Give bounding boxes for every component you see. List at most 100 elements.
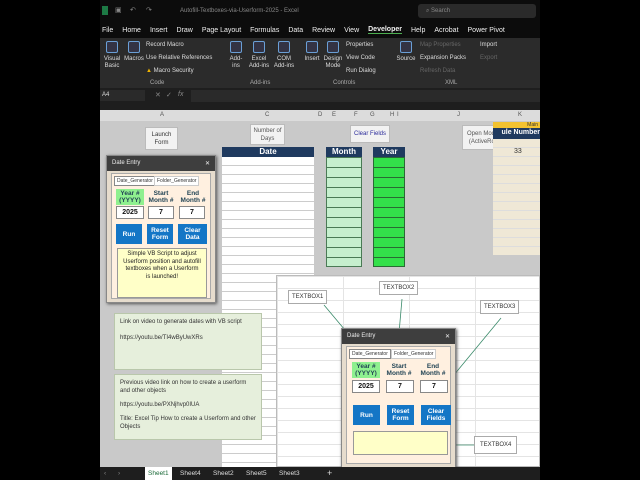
- launch-form-button[interactable]: Launch Form: [145, 127, 178, 150]
- end-month-input[interactable]: [420, 380, 448, 393]
- tab-review[interactable]: Review: [312, 26, 336, 34]
- com-add-ins-label: COM Add-ins: [273, 56, 295, 69]
- column-e[interactable]: E: [332, 112, 337, 118]
- macro-security-button[interactable]: ▲ Macro Security: [146, 68, 194, 75]
- macros-button[interactable]: Macros: [124, 41, 144, 63]
- tab-view[interactable]: View: [344, 26, 360, 34]
- add-ins-button[interactable]: Add-ins: [227, 41, 245, 70]
- column-i[interactable]: I: [397, 112, 399, 118]
- scroll-left-icon[interactable]: ‹: [104, 470, 107, 477]
- column-j[interactable]: J: [457, 112, 460, 118]
- year-input[interactable]: [352, 380, 380, 393]
- tab-acrobat[interactable]: Acrobat: [434, 26, 459, 34]
- tab-help[interactable]: Help: [410, 26, 426, 34]
- tab-folder-generator[interactable]: Folder_Generator: [391, 349, 437, 359]
- note-textbox[interactable]: Simple VB Script to adjust Userform posi…: [117, 248, 207, 298]
- sheet-tab-sheet2[interactable]: Sheet2: [213, 470, 234, 477]
- year-input[interactable]: [116, 206, 144, 219]
- year-column[interactable]: [373, 157, 405, 267]
- column-c[interactable]: C: [265, 112, 270, 118]
- expansion-packs-button[interactable]: Expansion Packs: [420, 55, 467, 61]
- date-entry-userform-annotated: Date Entry ✕ Date_Generator Folder_Genera…: [341, 328, 456, 468]
- close-icon[interactable]: ✕: [444, 334, 450, 340]
- refresh-data-button[interactable]: Refresh Data: [420, 68, 456, 74]
- reset-form-button[interactable]: Reset Form: [147, 224, 173, 244]
- clear-fields-button[interactable]: Clear Fields: [421, 405, 451, 425]
- note-1-link[interactable]: https://youtu.be/TI4wByUwXRs: [120, 335, 203, 341]
- group-code-label: Code: [150, 80, 165, 86]
- add-sheet-button[interactable]: +: [327, 468, 333, 478]
- number-of-days-button[interactable]: Number of Days: [250, 124, 285, 145]
- tab-insert[interactable]: Insert: [149, 26, 168, 34]
- clear-data-button[interactable]: Clear Data: [178, 224, 207, 244]
- column-d[interactable]: D: [318, 112, 323, 118]
- tab-file[interactable]: File: [102, 26, 114, 34]
- run-button[interactable]: Run: [116, 224, 142, 244]
- warning-icon: ▲: [146, 68, 152, 74]
- function-icon[interactable]: fx: [178, 91, 184, 98]
- tab-draw[interactable]: Draw: [176, 26, 193, 34]
- redo-icon[interactable]: ↷: [146, 7, 152, 14]
- column-f[interactable]: F: [354, 112, 358, 118]
- name-box[interactable]: A4: [100, 90, 145, 101]
- tab-date-generator[interactable]: Date_Generator: [114, 176, 156, 186]
- module-number-column[interactable]: [493, 139, 540, 255]
- sheet-tab-sheet5[interactable]: Sheet5: [246, 470, 267, 477]
- sheet-tab-sheet1[interactable]: Sheet1: [145, 467, 172, 480]
- formula-input[interactable]: [191, 90, 540, 102]
- scroll-right-icon[interactable]: ›: [118, 470, 121, 477]
- note-textbox[interactable]: [353, 431, 448, 455]
- excel-add-ins-button[interactable]: Excel Add-ins: [248, 41, 270, 70]
- column-h[interactable]: H: [390, 112, 395, 118]
- column-g[interactable]: G: [370, 112, 375, 118]
- enter-icon[interactable]: ✓: [166, 92, 172, 99]
- add-ins-icon: [230, 41, 242, 53]
- run-button[interactable]: Run: [353, 405, 380, 425]
- relative-references-button[interactable]: Use Relative References: [146, 55, 213, 61]
- sheet-tab-sheet4[interactable]: Sheet4: [180, 470, 201, 477]
- cancel-icon[interactable]: ✕: [155, 92, 161, 99]
- callout-textbox1: TEXTBOX1: [288, 290, 328, 304]
- clear-fields-button[interactable]: Clear Fields: [350, 125, 390, 143]
- insert-control-button[interactable]: Insert: [303, 41, 321, 63]
- tab-page-layout[interactable]: Page Layout: [201, 26, 242, 34]
- record-macro-button[interactable]: Record Macro: [146, 42, 184, 48]
- column-a[interactable]: A: [160, 112, 165, 118]
- add-ins-label: Add-ins: [229, 56, 243, 69]
- group-add-ins-label: Add-ins: [250, 80, 271, 86]
- source-label: Source: [396, 56, 416, 62]
- end-month-input[interactable]: [179, 206, 205, 219]
- view-code-button[interactable]: View Code: [346, 55, 375, 61]
- insert-control-label: Insert: [304, 56, 320, 62]
- start-month-input[interactable]: [386, 380, 414, 393]
- properties-button[interactable]: Properties: [346, 42, 374, 48]
- export-button[interactable]: Export: [480, 55, 498, 61]
- design-mode-button[interactable]: Design Mode: [323, 41, 343, 70]
- run-dialog-button[interactable]: Run Dialog: [346, 68, 376, 74]
- tab-folder-generator[interactable]: Folder_Generator: [154, 176, 200, 186]
- start-month-label: Start Month #: [148, 190, 174, 204]
- sheet-tab-sheet3[interactable]: Sheet3: [279, 470, 300, 477]
- tab-formulas[interactable]: Formulas: [250, 26, 280, 34]
- reset-form-button[interactable]: Reset Form: [387, 405, 414, 425]
- note-2-link[interactable]: https://youtu.be/PXNjhvp0IUA: [120, 402, 200, 408]
- undo-icon[interactable]: ↶: [130, 7, 136, 14]
- com-add-ins-icon: [278, 41, 290, 53]
- month-column[interactable]: [326, 157, 362, 267]
- tab-date-generator[interactable]: Date_Generator: [349, 349, 391, 359]
- search-box[interactable]: ⌕ Search: [418, 4, 536, 18]
- tab-developer[interactable]: Developer: [368, 26, 402, 34]
- design-mode-icon: [327, 41, 339, 53]
- import-button[interactable]: Import: [480, 42, 498, 48]
- tab-home[interactable]: Home: [122, 26, 141, 34]
- column-k[interactable]: K: [518, 112, 523, 118]
- visual-basic-button[interactable]: Visual Basic: [102, 41, 122, 70]
- tab-data[interactable]: Data: [288, 26, 304, 34]
- close-icon[interactable]: ✕: [204, 161, 210, 167]
- start-month-input[interactable]: [148, 206, 174, 219]
- tab-power-pivot[interactable]: Power Pivot: [467, 26, 505, 34]
- source-button[interactable]: Source: [396, 41, 416, 63]
- map-properties-button[interactable]: Map Properties: [420, 42, 461, 48]
- com-add-ins-button[interactable]: COM Add-ins: [273, 41, 295, 70]
- save-icon[interactable]: ▣: [115, 7, 122, 14]
